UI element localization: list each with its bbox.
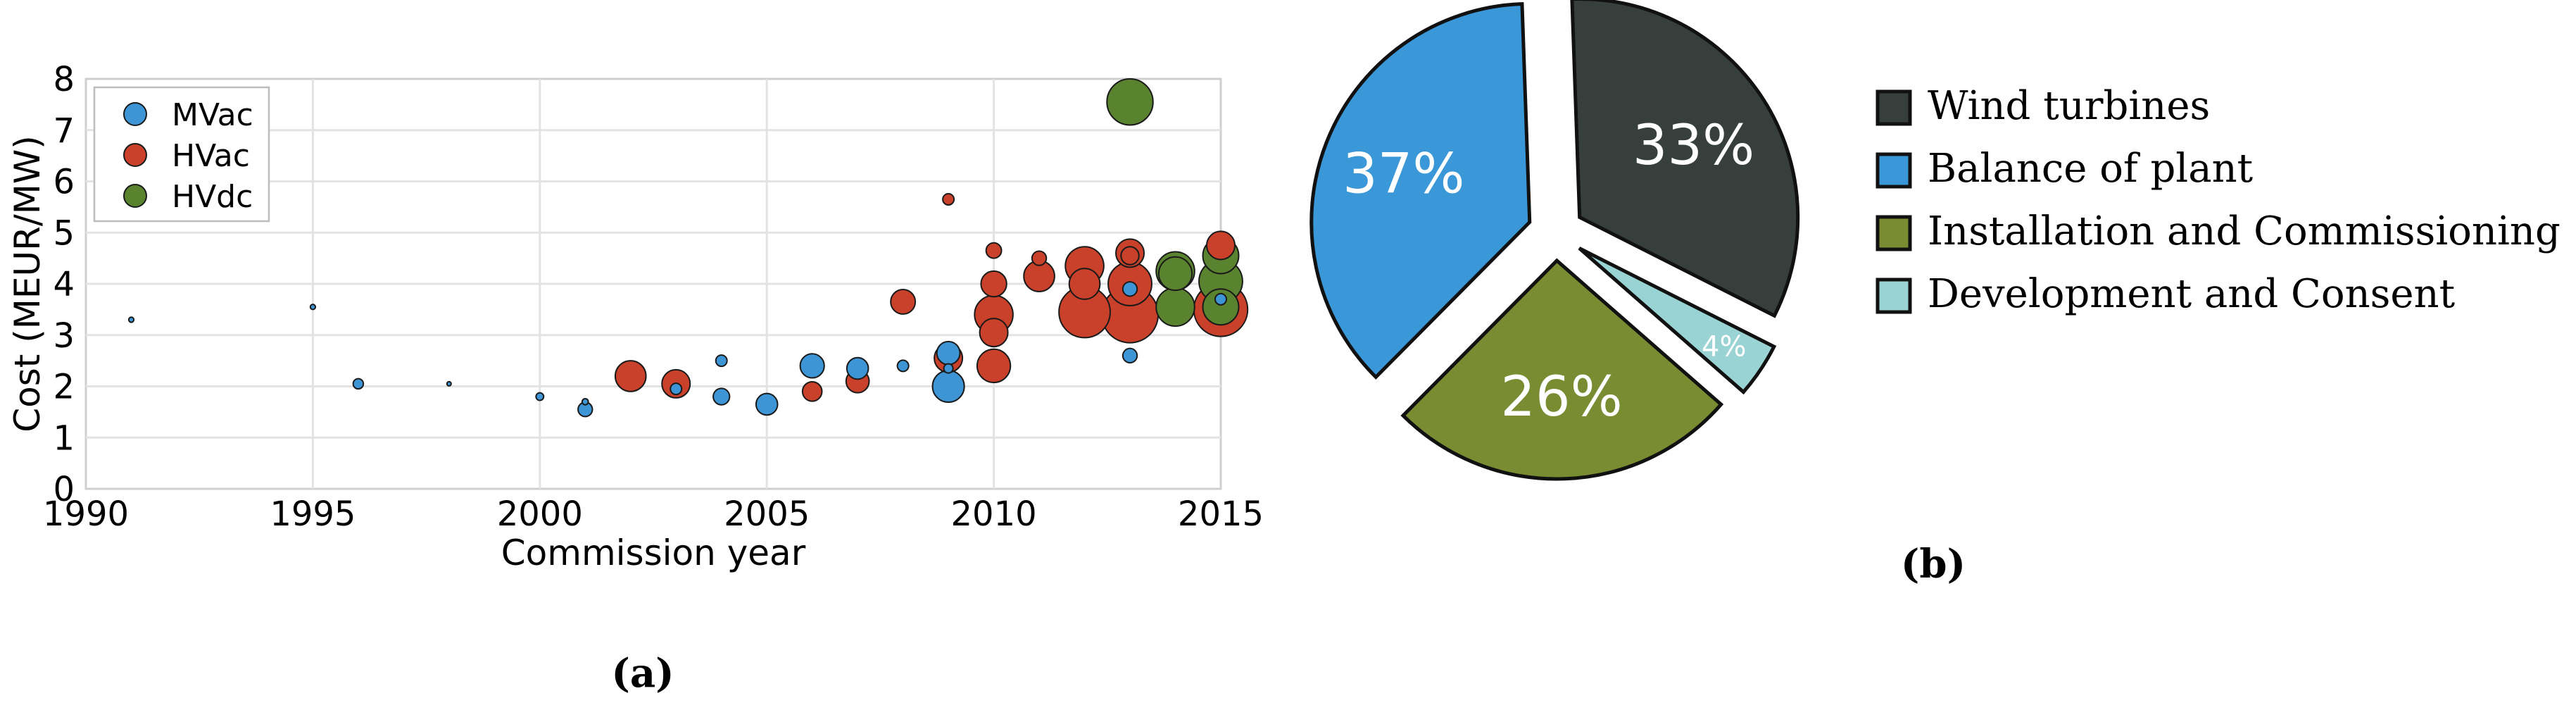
- x-tick-label: 2010: [951, 494, 1037, 534]
- data-point-hvac: [1120, 246, 1140, 266]
- pie-slice-label: 26%: [1500, 366, 1622, 429]
- data-point-hvac: [942, 192, 955, 206]
- legend-label: HVac: [172, 138, 250, 174]
- x-tick-label: 1995: [270, 494, 356, 534]
- panel-label-b: (b): [1901, 541, 1966, 587]
- pie-legend: Wind turbines Balance of plant Installatio…: [1876, 83, 2561, 317]
- y-tick-labels: 0 1 2 3 4 5 6 7 8: [53, 60, 75, 509]
- data-point-hvac: [1031, 250, 1048, 266]
- y-tick-label: 2: [53, 368, 75, 407]
- data-point-mvac: [1214, 292, 1228, 306]
- legend-entry: Development and Consent: [1928, 271, 2456, 317]
- scatter-legend: MVac HVac HVdc: [93, 86, 270, 223]
- pie-chart: 33% 4% 26% 37%: [1309, 0, 1800, 481]
- legend-label: HVdc: [172, 179, 253, 215]
- pie-slice-balance-of-plant: [1309, 2, 1532, 380]
- legend-marker-mvac: [123, 102, 147, 126]
- y-tick-label: 5: [53, 213, 75, 253]
- legend-entry: Installation and Commissioning: [1928, 208, 2561, 254]
- data-point-mvac: [1121, 281, 1138, 297]
- pie-slice-wind-turbines: [1570, 0, 1800, 318]
- pie-slice-label: 37%: [1343, 142, 1464, 206]
- data-point-hvac: [1205, 230, 1236, 261]
- data-point-mvac: [846, 356, 869, 380]
- legend-entry: Balance of plant: [1928, 146, 2254, 192]
- y-tick-label: 6: [53, 163, 75, 202]
- data-point-mvac: [755, 392, 779, 416]
- legend-marker-hvac: [123, 143, 147, 167]
- data-point-hvac: [1068, 268, 1101, 300]
- y-tick-label: 1: [53, 418, 75, 458]
- legend-swatch: [1876, 278, 1912, 314]
- data-point-hvdc: [1106, 78, 1154, 126]
- data-point-hvac: [890, 289, 917, 315]
- scatter-chart: 0 1 2 3 4 5 6 7 8 1990 1995 2000 2005 2010 2015 Commi…: [7, 60, 1264, 697]
- y-axis-label: Cost (MEUR/MW): [7, 135, 48, 432]
- data-point-hvdc: [1155, 287, 1195, 328]
- data-point-mvac: [535, 392, 545, 401]
- legend-swatch: [1876, 89, 1912, 126]
- data-point-hvac: [979, 318, 1009, 348]
- x-axis-label: Commission year: [501, 532, 806, 573]
- legend-label: MVac: [172, 97, 253, 133]
- y-tick-label: 3: [53, 316, 75, 356]
- data-point-mvac: [931, 369, 965, 404]
- data-point-mvac: [715, 354, 728, 368]
- data-point-mvac: [352, 378, 365, 390]
- y-tick-label: 4: [53, 265, 75, 304]
- x-tick-labels: 1990 1995 2000 2005 2010 2015: [43, 494, 1264, 534]
- x-tick-label: 2005: [724, 494, 810, 534]
- data-point-hvac: [801, 380, 823, 402]
- x-tick-label: 2000: [497, 494, 583, 534]
- data-point-mvac: [1121, 347, 1138, 364]
- pie-slice-development-and-consent: [1578, 247, 1777, 395]
- x-tick-label: 2015: [1178, 494, 1264, 534]
- data-point-hvac: [980, 270, 1007, 298]
- legend-swatch: [1876, 152, 1912, 189]
- data-point-hvac: [976, 348, 1012, 384]
- y-tick-label: 0: [53, 470, 75, 509]
- pie-slice-installation-and-commissioning: [1400, 258, 1724, 481]
- legend-entry: Wind turbines: [1928, 83, 2210, 129]
- data-point-mvac: [896, 359, 910, 373]
- data-point-mvac: [943, 363, 954, 374]
- legend-swatch: [1876, 215, 1912, 251]
- data-point-mvac: [127, 316, 135, 323]
- y-tick-label: 8: [53, 60, 75, 99]
- x-tick-label: 1990: [43, 494, 129, 534]
- data-point-mvac: [712, 387, 731, 406]
- y-tick-label: 7: [53, 111, 75, 151]
- pie-slice-label: 4%: [1702, 330, 1746, 363]
- data-point-mvac: [799, 353, 825, 379]
- data-point-hvdc: [1202, 288, 1240, 326]
- data-point-hvac: [614, 360, 647, 392]
- gridlines: [86, 79, 1221, 489]
- data-point-hvdc: [1157, 256, 1193, 292]
- data-point-mvac: [670, 382, 683, 396]
- data-points: [127, 78, 1249, 418]
- panel-label-a: (a): [611, 650, 674, 697]
- data-point-hvac: [985, 242, 1003, 259]
- data-point-mvac: [309, 304, 317, 311]
- data-point-mvac: [581, 397, 589, 406]
- data-point-mvac: [936, 340, 961, 366]
- legend-marker-hvdc: [123, 184, 147, 208]
- data-point-mvac: [446, 380, 452, 387]
- pie-slice-label: 33%: [1633, 114, 1754, 178]
